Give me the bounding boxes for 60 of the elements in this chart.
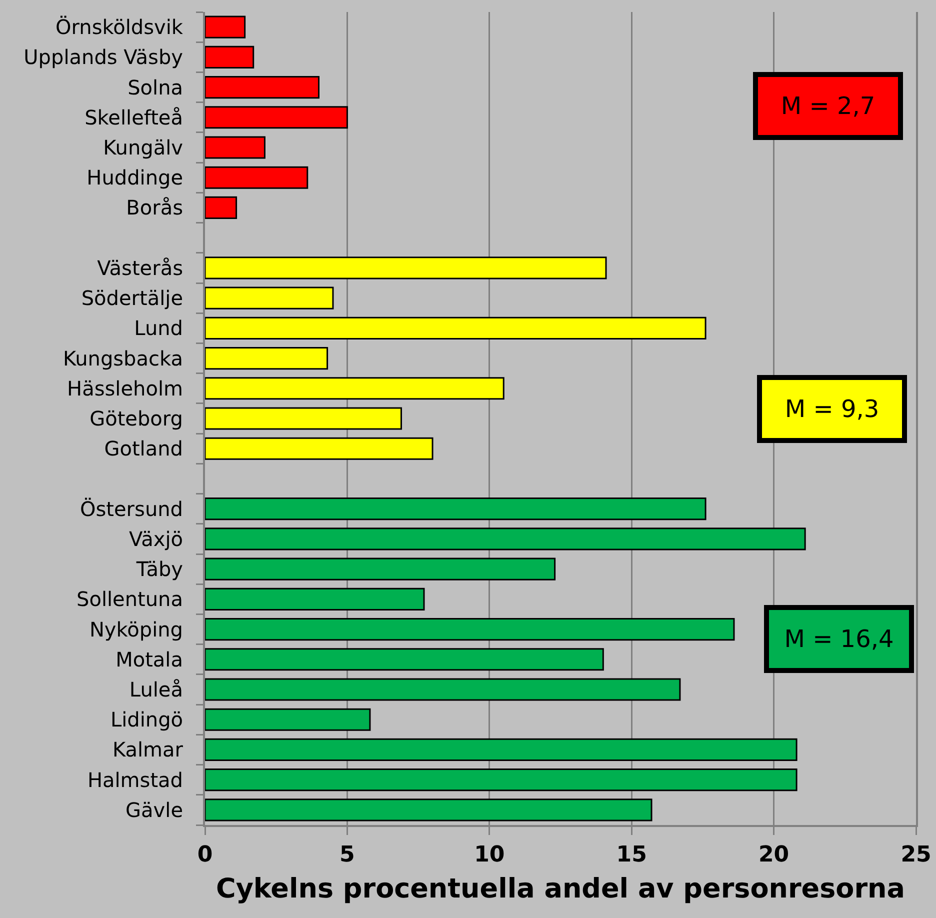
bar xyxy=(205,316,706,340)
y-tick-label: Huddinge xyxy=(86,166,183,190)
x-tick-label: 25 xyxy=(900,842,932,868)
bar xyxy=(205,136,266,159)
bar xyxy=(205,648,604,671)
bar xyxy=(205,196,238,220)
y-tick-label: Lidingö xyxy=(110,708,183,732)
bar xyxy=(205,407,402,430)
bar xyxy=(205,286,334,310)
annotation: M = 2,7 xyxy=(780,92,876,120)
bar xyxy=(205,678,681,701)
bar xyxy=(205,708,371,731)
bar xyxy=(205,588,425,610)
y-tick-label: Motala xyxy=(116,647,183,672)
x-tick-label: 5 xyxy=(340,842,355,868)
bar xyxy=(205,377,504,400)
y-tick-label: Östersund xyxy=(80,496,183,521)
bar xyxy=(205,768,798,792)
y-tick-label: Örnsköldsvik xyxy=(56,15,184,40)
y-tick-label: Västerås xyxy=(97,256,183,280)
bar xyxy=(205,618,735,641)
x-axis-title: Cykelns procentuella andel av personresorna xyxy=(216,873,905,904)
y-tick-label: Solna xyxy=(128,75,183,100)
bar xyxy=(205,558,556,580)
y-tick-label: Halmstad xyxy=(87,768,183,792)
x-tick-label: 10 xyxy=(474,842,505,868)
bar xyxy=(205,528,806,550)
y-tick-label: Borås xyxy=(126,196,183,220)
y-tick-label: Upplands Väsby xyxy=(24,45,184,70)
annotation: M = 16,4 xyxy=(784,625,894,653)
bar xyxy=(205,738,798,762)
y-tick-label: Göteborg xyxy=(90,406,183,430)
x-tick-label: 20 xyxy=(758,842,790,868)
y-tick-label: Södertälje xyxy=(81,286,183,310)
bar xyxy=(205,346,328,370)
y-tick-label: Nyköping xyxy=(89,617,183,642)
y-tick-label: Luleå xyxy=(129,678,183,702)
annotation: M = 9,3 xyxy=(784,395,880,423)
y-tick-label: Gotland xyxy=(104,436,183,461)
y-tick-label: Gävle xyxy=(126,798,183,822)
bar xyxy=(205,437,434,460)
x-tick-label: 15 xyxy=(616,842,647,868)
bar xyxy=(205,16,246,38)
bar xyxy=(205,106,348,129)
y-tick-label: Hässleholm xyxy=(67,376,183,400)
bar xyxy=(205,256,607,280)
y-tick-label: Lund xyxy=(134,316,183,340)
y-tick-label: Sollentuna xyxy=(76,587,183,612)
bar xyxy=(205,46,254,68)
y-tick-label: Täby xyxy=(135,557,184,582)
bar xyxy=(205,498,706,520)
bar xyxy=(205,76,320,99)
y-tick-label: Kalmar xyxy=(112,738,184,762)
bar xyxy=(205,798,652,822)
y-tick-label: Kungälv xyxy=(103,136,184,160)
y-tick-label: Kungsbacka xyxy=(62,346,183,370)
y-tick-label: Växjö xyxy=(128,526,183,551)
bar xyxy=(205,166,308,189)
y-tick-label: Skellefteå xyxy=(84,105,183,130)
x-tick-label: 0 xyxy=(197,842,213,868)
